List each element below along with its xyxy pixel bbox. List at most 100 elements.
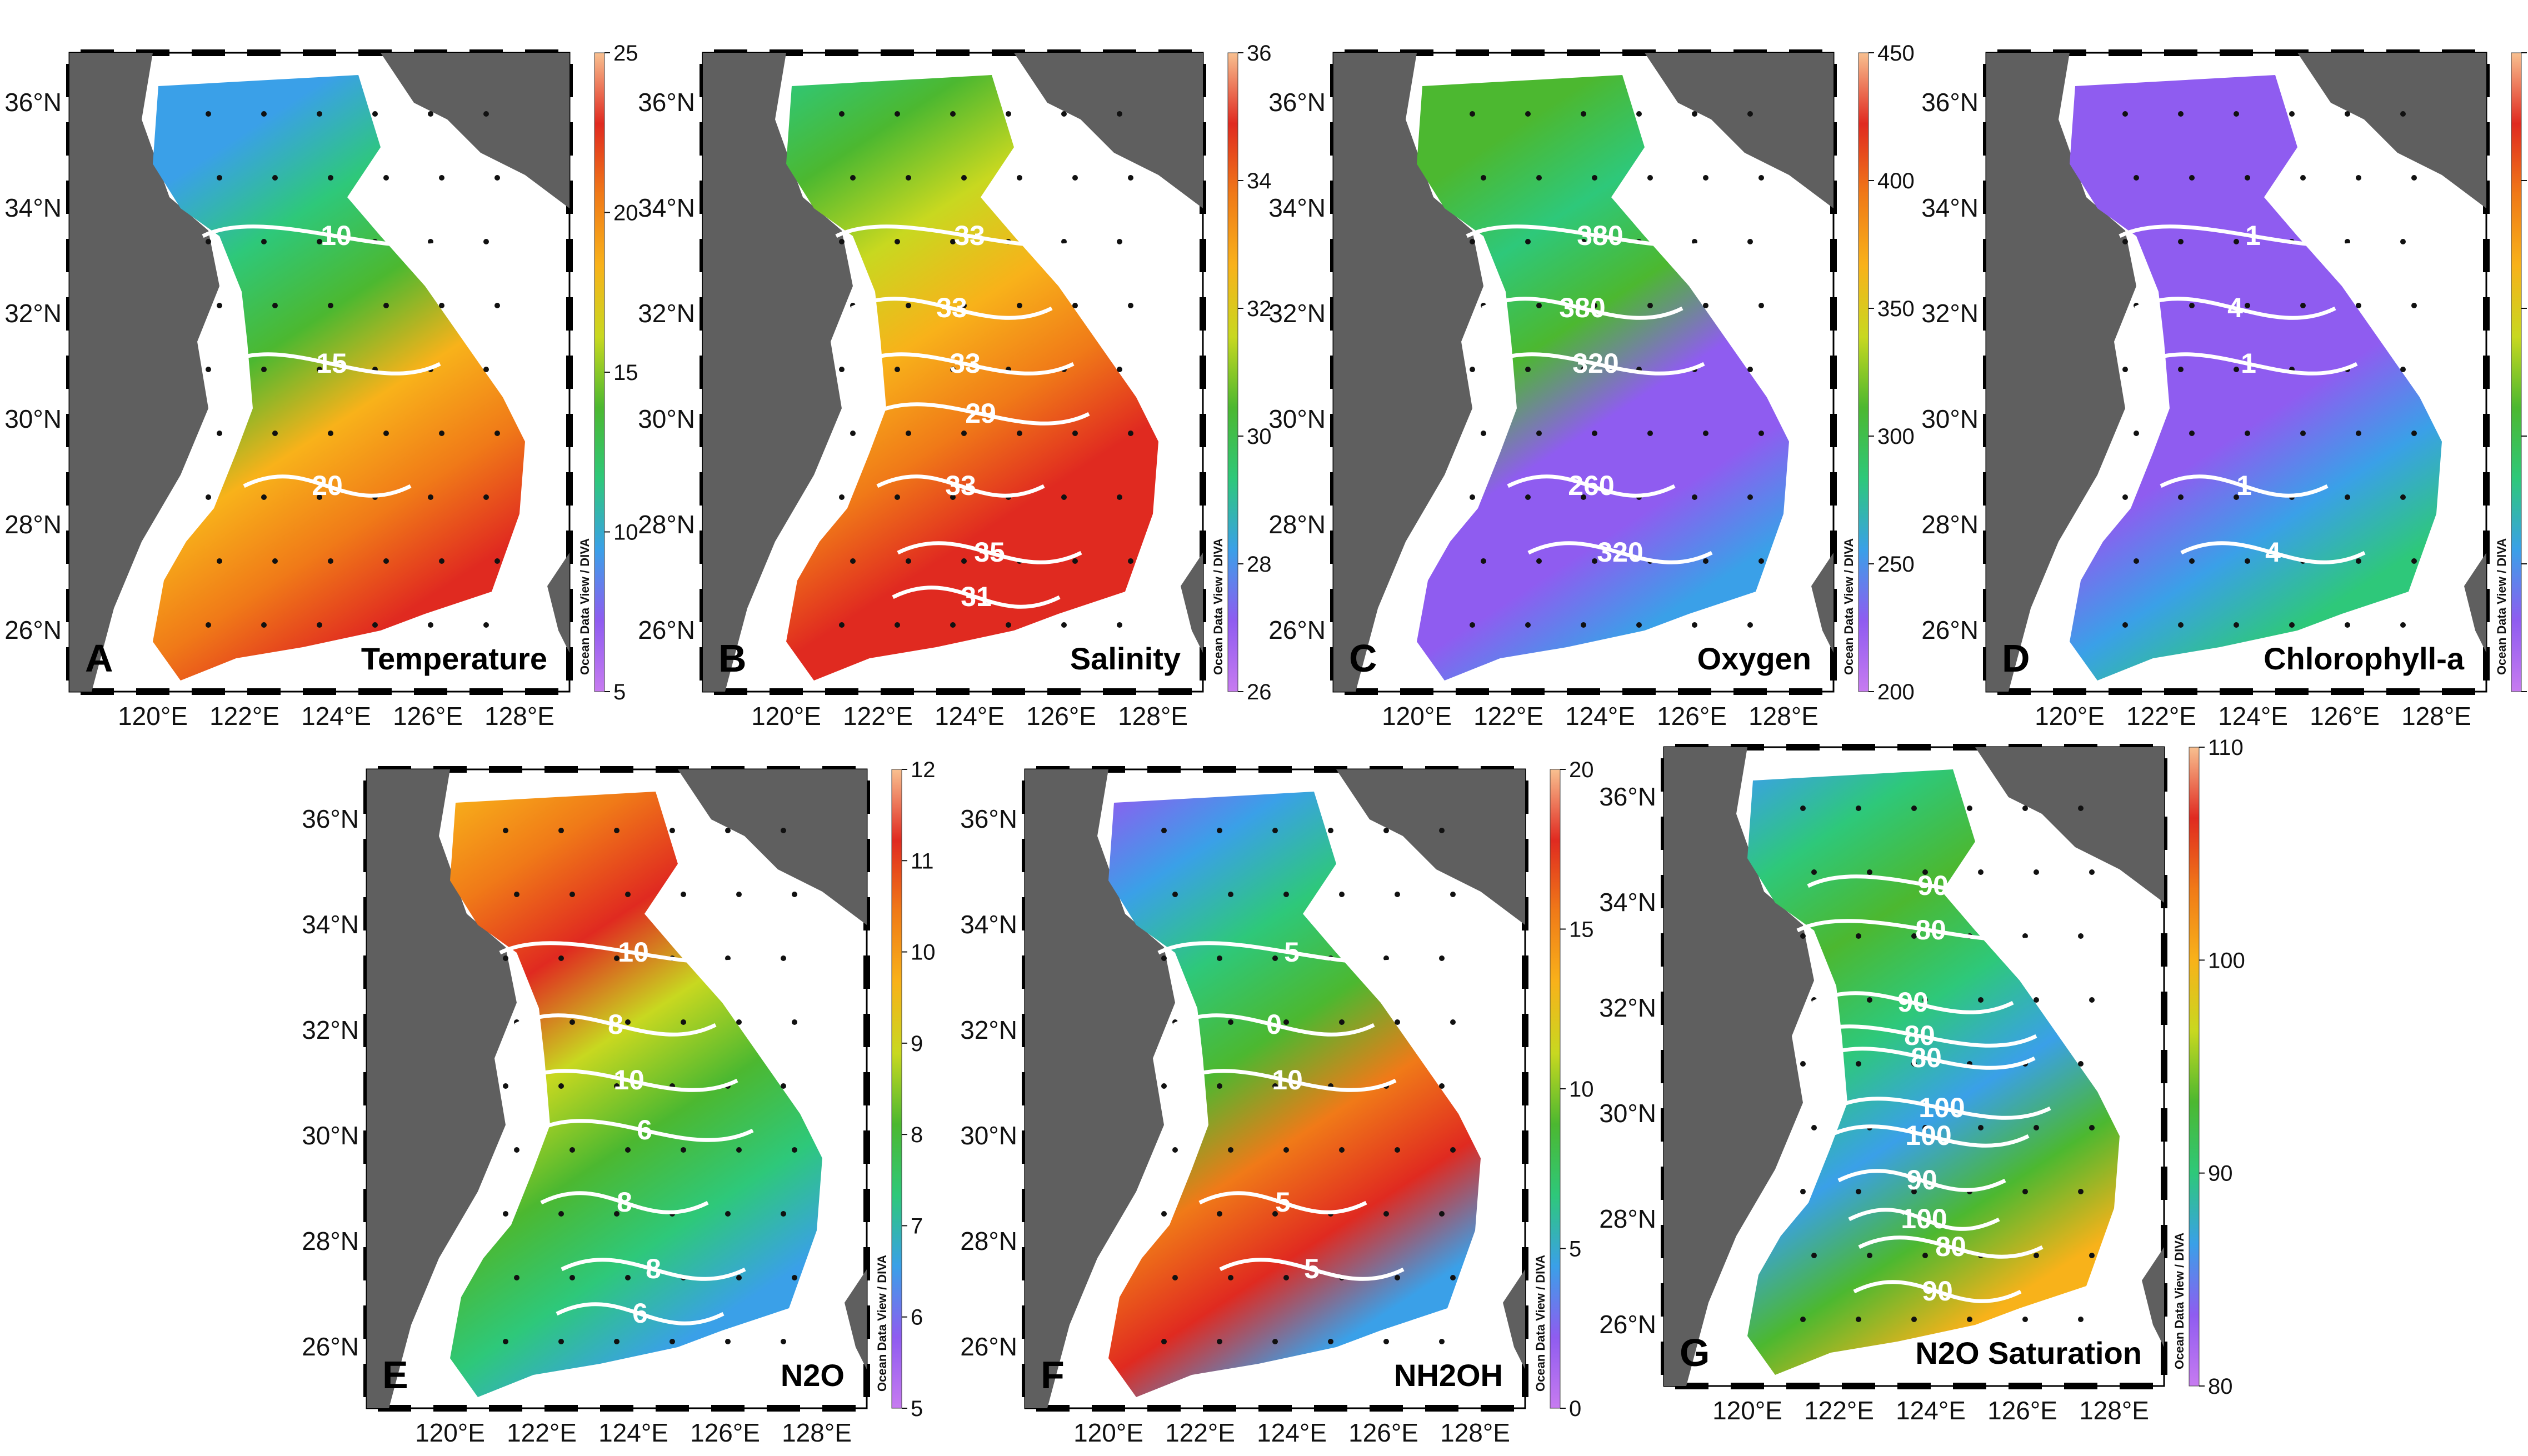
colorbar-tick-label: 450 xyxy=(1877,41,1915,66)
panel-title: Salinity xyxy=(1070,641,1181,676)
station-dot xyxy=(317,239,322,244)
station-dot xyxy=(1922,1253,1928,1258)
station-dot xyxy=(1747,239,1753,244)
station-dot xyxy=(895,367,900,372)
frame-tick xyxy=(2483,472,2490,506)
contour-line xyxy=(835,224,1104,248)
panel-title: Temperature xyxy=(361,641,547,676)
station-dot xyxy=(217,558,222,564)
station-dot xyxy=(1128,431,1133,436)
station-dot xyxy=(625,892,631,897)
land-china xyxy=(703,53,853,692)
frame-tick xyxy=(1522,1364,1528,1397)
frame-tick xyxy=(2483,356,2490,389)
station-dot xyxy=(2089,1125,2095,1130)
colorbar-tick-label: 20 xyxy=(1569,758,1594,782)
contour-label: 5 xyxy=(1275,1187,1291,1218)
station-dot xyxy=(503,1339,508,1344)
land-korea xyxy=(678,769,867,925)
contour-label: 80 xyxy=(1911,1042,1942,1073)
contour-label: 33 xyxy=(936,292,967,323)
station-dot xyxy=(1161,1339,1167,1344)
contour-label: 10 xyxy=(613,1064,645,1095)
frame-tick xyxy=(566,414,573,447)
station-dot xyxy=(514,892,519,897)
station-dot xyxy=(1481,175,1486,181)
lat-tick-label: 32°N xyxy=(960,1015,1017,1044)
lon-tick-label: 122°E xyxy=(209,702,279,730)
station-dot xyxy=(494,558,500,564)
frame-tick xyxy=(1830,297,1837,331)
lat-tick-label: 36°N xyxy=(1921,88,1979,117)
land-islands xyxy=(845,1269,867,1369)
contour-line xyxy=(856,352,1075,376)
station-dot xyxy=(1072,303,1078,308)
frame-tick xyxy=(1830,239,1837,272)
frame-tick xyxy=(247,49,281,56)
station-dot xyxy=(681,1147,686,1153)
station-dot xyxy=(792,1275,797,1280)
frame-tick xyxy=(1200,472,1206,506)
station-dot xyxy=(1525,622,1531,628)
station-dot xyxy=(2356,303,2361,308)
station-dot xyxy=(1072,558,1078,564)
frame-tick xyxy=(433,1405,467,1412)
contour-line xyxy=(1173,1013,1375,1037)
station-dot xyxy=(1272,828,1278,833)
frame-tick xyxy=(656,1405,689,1412)
station-dot xyxy=(272,431,278,436)
frame-tick xyxy=(1567,688,1600,695)
station-dot xyxy=(1747,494,1753,500)
station-dot xyxy=(1017,175,1022,181)
panel-letter: G xyxy=(1680,1331,1710,1374)
station-dot xyxy=(494,303,500,308)
lat-tick-label: 30°N xyxy=(638,404,695,433)
colorbar-tick-label: 350 xyxy=(1877,297,1915,321)
frame-tick xyxy=(1147,1405,1181,1412)
station-dot xyxy=(625,1019,631,1025)
lon-tick-label: 120°E xyxy=(751,702,821,730)
colorbar-tick-label: 15 xyxy=(1569,918,1594,942)
station-dot xyxy=(317,494,322,500)
frame-tick xyxy=(1370,1405,1403,1412)
lat-tick-label: 36°N xyxy=(638,88,695,117)
station-dot xyxy=(1272,955,1278,961)
station-dot xyxy=(950,367,956,372)
station-dot xyxy=(439,431,444,436)
contour-label: 320 xyxy=(1572,348,1618,379)
station-dot xyxy=(670,828,675,833)
frame-tick xyxy=(1522,1014,1528,1047)
frame-tick xyxy=(1830,356,1837,389)
colorbar-tick-label: 30 xyxy=(1247,424,1272,449)
station-dot xyxy=(1911,805,1917,811)
station-dot xyxy=(1758,303,1764,308)
lat-tick-label: 32°N xyxy=(1268,299,1326,328)
station-dot xyxy=(1758,175,1764,181)
panel-title: N2O Saturation xyxy=(1915,1335,2142,1370)
station-dot xyxy=(950,111,956,117)
station-dot xyxy=(1581,622,1586,628)
frame-tick xyxy=(1481,1405,1514,1412)
station-dot xyxy=(1439,1083,1445,1089)
station-dot xyxy=(558,1083,564,1089)
contour-label: 90 xyxy=(1906,1164,1937,1195)
station-dot xyxy=(439,303,444,308)
station-dot xyxy=(1172,1275,1178,1280)
station-dot xyxy=(1967,1317,1972,1322)
station-dot xyxy=(2178,111,2184,117)
colorbar-tick-label: 200 xyxy=(1877,680,1915,704)
contour-label: 15 xyxy=(316,348,347,379)
frame-tick xyxy=(863,1364,870,1397)
station-dot xyxy=(1283,1019,1289,1025)
station-dot xyxy=(1800,933,1806,939)
station-dot xyxy=(1978,869,1984,875)
station-dot xyxy=(1383,1339,1389,1344)
lat-tick-label: 34°N xyxy=(302,910,359,939)
contour-label: 8 xyxy=(617,1187,632,1218)
panel-e: 10 10 8 8 8 6 6 E N2O 26°N 28°N 30°N 32°N 34°N 36°N 120… xyxy=(302,758,935,1447)
contour-line xyxy=(222,352,441,376)
station-dot xyxy=(2089,997,2095,1003)
frame-tick xyxy=(2009,1383,2042,1389)
station-dot xyxy=(792,1147,797,1153)
